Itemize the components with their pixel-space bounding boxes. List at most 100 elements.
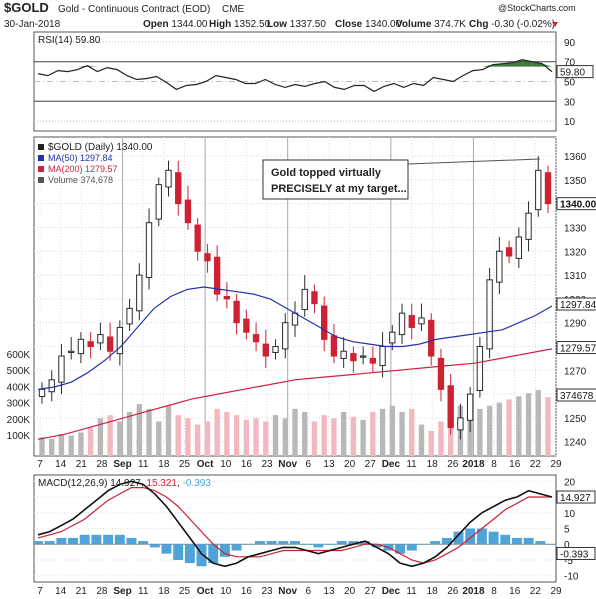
x-axis-label: 2018 xyxy=(462,586,485,597)
volume-bar xyxy=(311,421,318,456)
price-legend-item: MA(200) 1279.57 xyxy=(48,164,118,174)
x-axis-label: 16 xyxy=(241,586,253,597)
candle-body xyxy=(252,334,260,343)
candle-body xyxy=(457,417,464,431)
price-axis-label: 1240 xyxy=(564,438,587,449)
header-date: 30-Jan-2018 xyxy=(4,19,61,30)
volume-bar xyxy=(68,435,74,456)
candle-body xyxy=(321,305,328,340)
macd-histogram-bar xyxy=(535,541,546,545)
macd-legend-text: MACD(12,26,9) 14.927, 15.321, -0.393 xyxy=(38,478,211,489)
volume-bar xyxy=(117,421,123,456)
macd-histogram-bar xyxy=(290,541,300,545)
candle-body xyxy=(155,184,162,220)
ohlc-item: Close 1340.00 xyxy=(335,19,402,30)
macd-histogram-bar xyxy=(173,544,184,560)
ohlc-item: Volume 374.7K xyxy=(396,19,466,30)
candle-body xyxy=(447,385,454,428)
x-axis-label: 13 xyxy=(323,586,335,597)
volume-bar xyxy=(486,405,493,456)
candle-body xyxy=(505,247,513,257)
x-axis-label: 27 xyxy=(365,459,377,470)
macd-histogram-bar xyxy=(266,541,277,545)
volume-bar xyxy=(399,412,405,456)
candle-body xyxy=(486,279,493,350)
candle-body xyxy=(204,253,211,262)
macd-histogram-bar xyxy=(44,541,55,545)
x-axis-label: 25 xyxy=(179,586,191,597)
volume-bar xyxy=(496,402,503,456)
macd-histogram-bar xyxy=(511,537,522,545)
rsi-last-value-tag xyxy=(556,65,594,79)
x-axis-label: 29 xyxy=(550,459,562,470)
ohlc-item: Low 1337.50 xyxy=(267,19,326,30)
volume-bar xyxy=(243,419,250,456)
macd-histogram-bar xyxy=(219,544,230,557)
macd-hist-tag xyxy=(556,546,596,560)
x-axis-label: 22 xyxy=(530,459,542,470)
volume-bar xyxy=(175,415,181,456)
x-axis-label: 16 xyxy=(509,459,521,470)
x-axis-top: 7 14 21 28 Sep 11 18 25 Oct 10 16 23 Nov 6 13 20 27 Dec 11… xyxy=(37,459,562,470)
last-price-label-tag xyxy=(556,197,596,211)
macd-histogram-bar xyxy=(360,541,371,545)
annotation-line-2: PRECISELY at my target... xyxy=(271,183,407,195)
annotation-pointer-line xyxy=(407,158,541,165)
candle-body xyxy=(136,274,143,312)
volume-bar xyxy=(516,396,522,456)
x-axis-label: Oct xyxy=(197,586,214,597)
volume-bar xyxy=(185,418,191,456)
candle-body xyxy=(282,322,289,350)
macd-legend: MACD(12,26,9) 14.927, 15.321, -0.393 xyxy=(38,478,211,489)
macd-histogram-bar xyxy=(476,528,487,545)
volume-bar xyxy=(165,405,172,456)
rsi-legend: RSI(14) 59.80 xyxy=(38,35,101,46)
macd-axis-label: 10 xyxy=(564,509,576,520)
x-axis-label: 21 xyxy=(76,459,88,470)
volume-bar xyxy=(477,408,483,456)
macd-value-tag xyxy=(556,490,596,504)
x-axis-label: 14 xyxy=(55,586,67,597)
x-axis-label: 26 xyxy=(447,459,459,470)
ma200-value-label: 1279.57 xyxy=(560,344,596,355)
volume-bar xyxy=(97,418,104,456)
macd-line xyxy=(37,480,553,568)
macd-histogram-bar xyxy=(336,541,347,545)
x-axis-label: 18 xyxy=(158,586,170,597)
macd-histogram-bar xyxy=(231,544,242,551)
price-axis-label: 1330 xyxy=(564,223,587,234)
volume-bar xyxy=(233,415,240,456)
candle-body xyxy=(369,357,377,364)
macd-histogram-bar xyxy=(430,541,441,545)
volume-axis-label: 300K xyxy=(7,399,31,410)
price-axis-label: 1320 xyxy=(564,247,587,258)
symbol-exchange: CME xyxy=(222,4,245,15)
macd-histogram-bar xyxy=(33,541,43,545)
rsi-axis-label: 50 xyxy=(564,78,576,89)
price-panel: 1360135013401330132013101300129012801270… xyxy=(7,136,596,457)
candle-body xyxy=(466,393,474,421)
macd-histogram-bar xyxy=(79,534,90,545)
macd-histogram-bar xyxy=(313,544,324,548)
volume-axis-label: 200K xyxy=(7,415,31,426)
volume-bar xyxy=(409,408,415,456)
x-axis-label: Dec xyxy=(382,586,401,597)
volume-bar xyxy=(136,404,142,456)
candle-body xyxy=(330,335,338,357)
ma200-value-label-tag xyxy=(556,341,596,355)
candle-body xyxy=(58,355,65,383)
volume-bar xyxy=(292,408,298,456)
macd-histogram-bar xyxy=(406,544,417,551)
x-axis-label: 27 xyxy=(365,586,377,597)
x-axis-label: 18 xyxy=(158,459,170,470)
volume-bar xyxy=(302,412,308,456)
x-axis-label: 20 xyxy=(344,586,356,597)
x-axis-label: 16 xyxy=(241,459,253,470)
volume-bar xyxy=(126,412,133,456)
x-axis-label: Oct xyxy=(197,459,214,470)
candle-body xyxy=(301,288,308,311)
volume-bar xyxy=(253,418,259,456)
x-axis-label: 22 xyxy=(530,586,542,597)
